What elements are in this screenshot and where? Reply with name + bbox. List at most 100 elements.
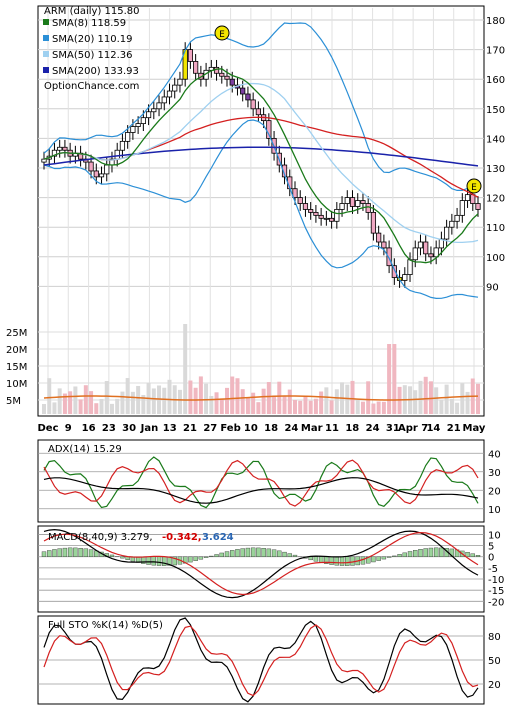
date-tick-label: Apr 7 (398, 423, 428, 434)
candle-body (460, 201, 464, 216)
date-tick-label: 30 (122, 423, 136, 434)
macd-histogram-bar (199, 557, 203, 559)
volume-bar (387, 344, 391, 414)
adx-tick-label: 10 (488, 505, 501, 516)
macd-tick-label: 10 (488, 530, 501, 541)
macd-histogram-bar (314, 557, 318, 562)
volume-bar (251, 393, 255, 414)
macd-histogram-bar (220, 553, 224, 557)
candle-body (308, 209, 312, 212)
macd-histogram-bar (476, 555, 480, 556)
volume-bar (272, 395, 276, 414)
volume-bar (47, 378, 51, 414)
volume-bar (418, 381, 422, 414)
chart-title: ARM (daily) 115.80 (44, 6, 140, 17)
volume-bar (377, 402, 381, 414)
volume-bar (392, 344, 396, 414)
volume-bar (52, 402, 56, 414)
candle-body (94, 171, 98, 177)
candle-body (57, 147, 61, 150)
macd-histogram-bar (408, 551, 412, 556)
macd-histogram-bar (215, 554, 219, 556)
date-tick-label: 23 (102, 423, 116, 434)
volume-tick-label: 10M (6, 379, 27, 390)
macd-histogram-bar (225, 552, 229, 557)
volume-bar (136, 386, 140, 414)
macd-histogram-bar (387, 557, 391, 558)
macd-histogram-bar (277, 551, 281, 557)
date-tick-label: 9 (65, 423, 72, 434)
macd-histogram-bar (63, 548, 67, 557)
adx-tick-label: 40 (488, 449, 501, 460)
candle-body (188, 50, 192, 62)
macd-histogram-bar (120, 557, 124, 558)
macd-histogram-bar (209, 556, 213, 557)
volume-bar (476, 384, 480, 414)
volume-bar (303, 396, 307, 414)
macd-histogram-bar (283, 552, 287, 557)
price-tick-label: 120 (486, 194, 505, 205)
date-tick-label: May (463, 423, 486, 434)
volume-tick-label: 15M (6, 362, 27, 373)
sto-label: Full STO %K(14) %D(5) (48, 620, 163, 631)
volume-bar (120, 392, 124, 414)
candle-body (429, 254, 433, 257)
volume-bar (382, 402, 386, 414)
volume-bar (455, 403, 459, 414)
macd-value-b: 3.624 (202, 532, 234, 543)
earnings-marker-feb: E (215, 26, 229, 40)
price-tick-label: 160 (486, 75, 505, 86)
macd-histogram-bar (403, 553, 407, 557)
macd-histogram-bar (371, 557, 375, 562)
candle-body (89, 162, 93, 171)
earnings-label-may: E (471, 183, 477, 193)
volume-bar (256, 402, 260, 414)
macd-histogram-bar (204, 557, 208, 558)
date-tick-label: 27 (203, 423, 217, 434)
macd-tick-label: -10 (488, 575, 504, 586)
date-tick-label: Feb (220, 423, 240, 434)
macd-histogram-bar (267, 549, 271, 557)
macd-histogram-bar (471, 554, 475, 557)
volume-bar (361, 402, 365, 414)
volume-bar (298, 401, 302, 414)
volume-bar (356, 399, 360, 414)
volume-bar (235, 378, 239, 414)
price-tick-label: 90 (486, 282, 499, 293)
candle-body (424, 242, 428, 254)
legend-swatch-sma8 (43, 19, 49, 25)
volume-bar (324, 387, 328, 414)
candle-body (450, 221, 454, 227)
volume-bar (115, 399, 119, 414)
macd-histogram-bar (157, 557, 161, 566)
candle-body (42, 159, 46, 162)
candle-body (157, 103, 161, 109)
macd-histogram-bar (73, 548, 77, 557)
macd-value-a: -0.342, (162, 532, 202, 543)
macd-histogram-bar (162, 557, 166, 566)
volume-bar (309, 401, 313, 414)
volume-bar (293, 400, 297, 414)
date-tick-label: Mar (301, 423, 323, 434)
macd-tick-label: -5 (488, 564, 498, 575)
candle-body (152, 109, 156, 112)
macd-histogram-bar (272, 550, 276, 557)
volume-bar (220, 398, 224, 414)
volume-bar (424, 377, 428, 414)
volume-bar (84, 385, 88, 414)
macd-histogram-bar (319, 557, 323, 563)
volume-bar (288, 390, 292, 414)
volume-bar (178, 390, 182, 414)
price-tick-label: 170 (486, 46, 505, 57)
macd-histogram-bar (58, 549, 62, 557)
candle-body (382, 242, 386, 248)
macd-histogram-bar (413, 550, 417, 556)
candle-body (167, 91, 171, 97)
volume-bar (230, 377, 234, 414)
candle-body (105, 165, 109, 174)
macd-histogram-bar (235, 549, 239, 556)
volume-bar (42, 404, 46, 414)
volume-bar (94, 403, 98, 414)
volume-bar (167, 380, 171, 414)
